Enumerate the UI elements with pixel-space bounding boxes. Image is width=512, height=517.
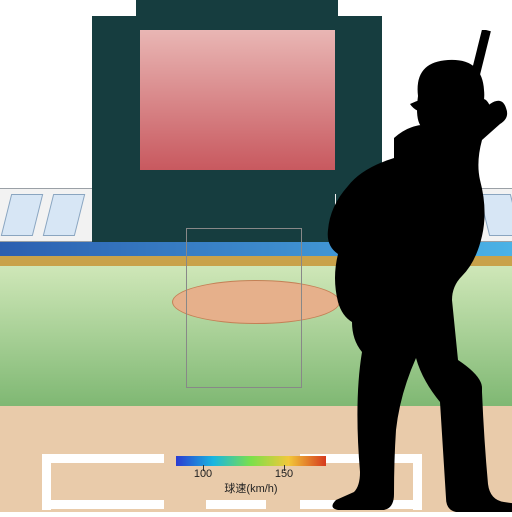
scoreboard-top	[136, 0, 338, 16]
batter-box-line	[42, 454, 164, 463]
scoreboard-base-left	[92, 176, 140, 246]
batter-silhouette	[298, 30, 512, 512]
batter-box-line	[42, 500, 164, 509]
strike-zone	[186, 228, 302, 388]
batter-box-line	[206, 500, 266, 509]
legend-tick-label: 100	[194, 468, 212, 480]
legend-tick-label: 150	[275, 468, 293, 480]
pitch-location-scene: 100150 球速(km/h)	[0, 0, 512, 512]
